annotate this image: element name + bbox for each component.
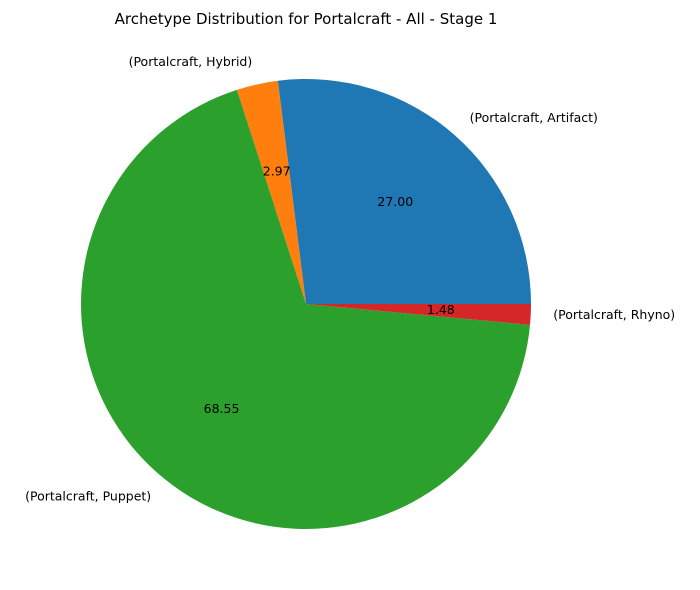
pie-labels: (Portalcraft, Artifact) 27.00 (Portalcraft…: [25, 54, 675, 504]
slice-label-1: (Portalcraft, Hybrid): [129, 54, 253, 69]
chart-title: Archetype Distribution for Portalcraft -…: [115, 10, 498, 28]
pie-slice-0: [277, 78, 531, 304]
pie-slice-2: [81, 89, 531, 530]
slice-value-label-3: 1.48: [427, 302, 455, 317]
slice-label-0: (Portalcraft, Artifact): [470, 110, 598, 125]
pie-slice-1: [236, 80, 306, 304]
pie-slices: [81, 78, 531, 530]
pie-slice-3: [306, 304, 531, 325]
slice-value-label-2: 68.55: [204, 401, 240, 416]
slice-value-label-0: 27.00: [377, 194, 413, 209]
slice-value-label-1: 2.97: [263, 164, 291, 179]
slice-label-3: (Portalcraft, Rhyno): [553, 307, 675, 322]
slice-label-2: (Portalcraft, Puppet): [25, 489, 151, 504]
